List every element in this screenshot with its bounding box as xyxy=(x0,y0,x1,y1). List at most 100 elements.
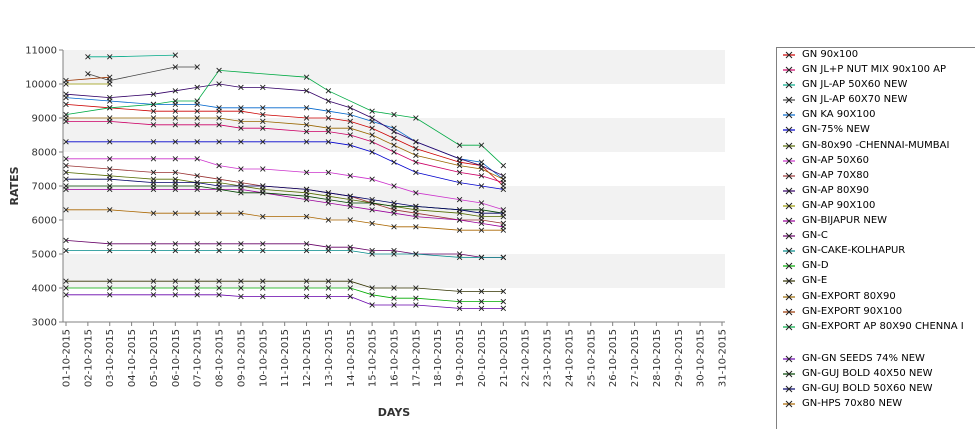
data-point xyxy=(260,125,266,131)
data-point xyxy=(303,122,310,128)
x-tick-label: 25-10-2015 xyxy=(586,329,597,387)
x-tick-label: 09-10-2015 xyxy=(236,329,247,387)
x-tick-label: 20-10-2015 xyxy=(477,329,488,387)
x-tick-label: 01-10-2015 xyxy=(62,329,73,387)
data-point xyxy=(500,305,507,312)
legend-label: GN-AP 50X60 xyxy=(802,154,869,166)
data-point xyxy=(413,285,419,291)
legend-label: GN-C xyxy=(802,230,828,242)
legend-item: GN JL-AP 60X70 NEW xyxy=(777,93,975,108)
data-point xyxy=(172,247,179,254)
data-point xyxy=(150,108,157,114)
data-point xyxy=(456,196,463,203)
legend-label: GN-80x90 -CHENNAI-MUMBAI xyxy=(802,139,950,151)
data-point xyxy=(478,166,485,172)
data-point xyxy=(303,139,310,145)
data-point xyxy=(216,292,222,298)
data-point xyxy=(456,169,463,176)
data-point xyxy=(391,224,397,230)
data-point xyxy=(303,278,310,284)
data-point xyxy=(391,251,397,257)
data-point xyxy=(500,186,507,193)
data-point xyxy=(369,207,375,213)
data-point xyxy=(456,254,463,261)
data-point xyxy=(150,115,157,121)
data-point xyxy=(194,139,200,145)
data-point xyxy=(325,88,332,94)
data-point xyxy=(325,217,332,223)
data-point xyxy=(369,251,375,257)
data-point xyxy=(456,179,463,186)
legend-marker-icon xyxy=(783,355,795,363)
legend-marker-icon xyxy=(783,172,795,180)
x-tick-label: 23-10-2015 xyxy=(543,329,554,387)
series-layer xyxy=(63,52,507,312)
data-point xyxy=(413,295,419,301)
data-point xyxy=(347,247,353,254)
x-tick-label: 12-10-2015 xyxy=(302,329,313,387)
data-point xyxy=(347,105,353,111)
data-point xyxy=(194,122,200,128)
legend-item: GN-GN SEEDS 74% NEW xyxy=(777,352,975,367)
data-point xyxy=(478,254,485,261)
data-point xyxy=(369,115,375,121)
data-point xyxy=(150,91,157,97)
data-point xyxy=(172,139,179,145)
legend-item: GN 90x100 xyxy=(777,48,975,63)
data-point xyxy=(63,237,69,244)
legend-label: GN-D xyxy=(802,260,829,272)
x-tick-label: 08-10-2015 xyxy=(215,329,226,387)
data-point xyxy=(63,101,69,108)
data-point xyxy=(413,152,419,159)
data-point xyxy=(478,227,485,233)
data-point xyxy=(194,285,200,291)
series xyxy=(63,292,507,312)
data-point xyxy=(150,292,157,298)
data-point xyxy=(238,241,244,247)
x-tick-label: 11-10-2015 xyxy=(280,329,291,387)
data-point xyxy=(456,217,463,223)
legend-marker-icon xyxy=(783,278,795,285)
data-point xyxy=(107,156,113,162)
data-point xyxy=(347,285,353,291)
legend-label: GN-GN SEEDS 74% NEW xyxy=(802,352,925,364)
data-point xyxy=(391,159,397,165)
data-point xyxy=(216,122,222,128)
data-point xyxy=(347,217,353,223)
data-point xyxy=(325,285,332,291)
data-point xyxy=(107,285,113,291)
y-tick-label: 5000 xyxy=(32,250,57,261)
data-point xyxy=(150,241,157,247)
series xyxy=(63,247,507,261)
data-point xyxy=(456,207,463,213)
data-point xyxy=(413,224,419,230)
data-point xyxy=(500,227,507,233)
legend-label: GN-E xyxy=(802,275,828,287)
data-point xyxy=(478,183,485,189)
series xyxy=(63,139,507,193)
data-point xyxy=(216,241,222,247)
data-point xyxy=(500,288,507,295)
data-point xyxy=(325,247,332,254)
legend-item: GN-EXPORT 90X100 xyxy=(777,305,975,320)
y-tick-label: 9000 xyxy=(32,114,57,125)
line-chart: 3000 4000 5000 6000 7000 8000 9000 10000 11000 0… xyxy=(8,46,729,420)
data-point xyxy=(325,139,332,145)
data-point xyxy=(500,210,507,216)
legend-marker-icon xyxy=(783,217,795,225)
x-tick-label: 29-10-2015 xyxy=(674,329,685,387)
data-point xyxy=(107,166,113,172)
data-point xyxy=(303,247,310,254)
data-point xyxy=(172,241,179,247)
data-point xyxy=(63,183,69,189)
x-tick-label: 18-10-2015 xyxy=(433,329,444,387)
data-point xyxy=(347,125,353,131)
data-point xyxy=(107,292,113,298)
data-point xyxy=(150,210,157,216)
legend-marker-icon xyxy=(783,187,795,195)
chart-legend: GN 90x100 GN JL+P NUT MIX 90x100 AP GN JL-… xyxy=(776,47,975,429)
data-point xyxy=(500,254,507,261)
data-point xyxy=(216,81,222,87)
data-point xyxy=(413,302,419,308)
legend-marker-icon xyxy=(783,293,795,300)
